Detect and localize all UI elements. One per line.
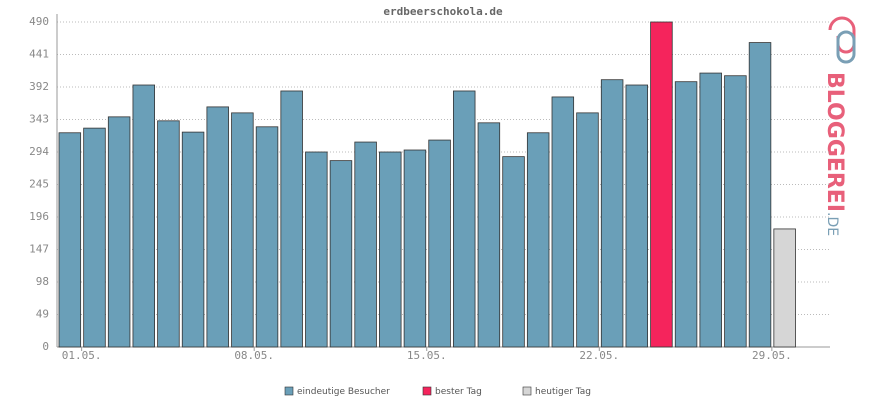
y-tick-label: 343: [29, 113, 49, 126]
legend-swatch: [284, 386, 294, 396]
brand-name: BLOGGEREI: [822, 72, 847, 212]
legend-swatch: [522, 386, 532, 396]
y-tick-label: 490: [29, 15, 49, 28]
bar: [107, 116, 131, 348]
bar: [83, 127, 106, 348]
bar: [674, 81, 698, 348]
y-tick-label: 245: [29, 178, 49, 191]
bar: [403, 149, 427, 348]
legend-label: heutiger Tag: [535, 387, 591, 397]
chart-title: erdbeerschokola.de: [383, 5, 503, 18]
bar: [428, 139, 451, 348]
x-tick-label: 01.05.: [62, 349, 102, 362]
bar: [650, 21, 673, 348]
bar: [773, 228, 796, 348]
x-tick-label: 29.05.: [752, 349, 792, 362]
brand-suffix: .DE: [824, 212, 840, 236]
logo-shape: [828, 16, 856, 54]
x-tick-label: 15.05.: [407, 349, 447, 362]
legend-label: bester Tag: [435, 387, 482, 397]
bar: [329, 160, 353, 348]
bar: [576, 112, 599, 348]
logo-shape: [836, 30, 856, 64]
bar: [354, 141, 377, 348]
bar: [157, 120, 180, 348]
bar: [699, 72, 722, 348]
bar: [625, 84, 649, 348]
y-tick-label: 147: [29, 243, 49, 256]
bar: [379, 151, 402, 348]
bar: [748, 42, 772, 348]
bar: [231, 112, 254, 348]
x-tick-label: 08.05.: [234, 349, 274, 362]
bar: [452, 90, 476, 348]
y-tick-label: 392: [29, 80, 49, 93]
legend-swatch: [422, 386, 432, 396]
bar: [600, 79, 624, 348]
bar: [58, 132, 82, 348]
brand-logo: BLOGGEREI.DE: [822, 16, 856, 236]
y-tick-label: 441: [29, 48, 49, 61]
legend-label: eindeutige Besucher: [297, 387, 390, 397]
x-tick-label: 22.05.: [579, 349, 619, 362]
bar: [502, 156, 525, 348]
y-tick-label: 0: [42, 340, 49, 353]
bar: [305, 151, 328, 348]
y-tick-label: 294: [29, 145, 49, 158]
brand-name: BLOGGEREI.DE: [822, 72, 847, 236]
bar: [206, 106, 229, 348]
y-tick-label: 98: [36, 275, 49, 288]
bar: [132, 84, 155, 348]
y-tick-label: 49: [36, 308, 49, 321]
bar: [551, 96, 575, 348]
bar: [181, 131, 205, 348]
y-tick-label: 196: [29, 210, 49, 223]
bar: [724, 75, 747, 348]
bar: [526, 132, 550, 348]
bar: [255, 126, 279, 348]
bar: [477, 122, 501, 348]
bar: [280, 90, 303, 348]
